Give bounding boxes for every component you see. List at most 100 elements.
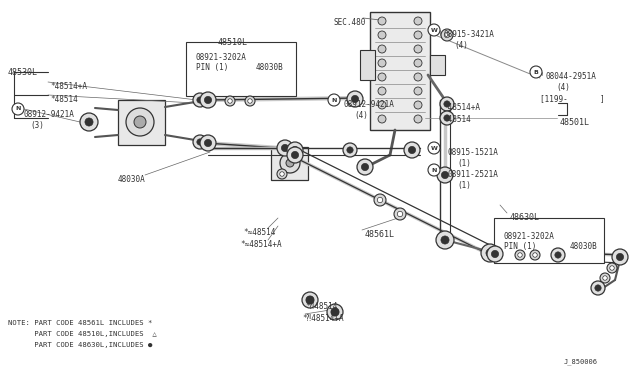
Circle shape xyxy=(287,142,303,158)
Text: *48514+A: *48514+A xyxy=(50,82,87,91)
Text: SEC.480: SEC.480 xyxy=(333,18,365,27)
Text: *48514: *48514 xyxy=(50,95,77,104)
Text: *≈48514: *≈48514 xyxy=(243,228,275,237)
Circle shape xyxy=(414,87,422,95)
Text: *≈48514+A: *≈48514+A xyxy=(240,240,282,249)
Circle shape xyxy=(441,236,449,244)
Circle shape xyxy=(197,139,203,145)
Circle shape xyxy=(328,94,340,106)
Text: NOTE: PART CODE 48561L INCLUDES *: NOTE: PART CODE 48561L INCLUDES * xyxy=(8,320,152,326)
Text: (3): (3) xyxy=(30,121,44,130)
Text: [1199-       ]: [1199- ] xyxy=(540,94,605,103)
Circle shape xyxy=(404,142,420,158)
Text: 08921-3202A: 08921-3202A xyxy=(504,232,555,241)
Circle shape xyxy=(532,253,537,257)
Circle shape xyxy=(616,253,623,261)
Circle shape xyxy=(200,135,216,151)
Circle shape xyxy=(378,197,383,203)
Circle shape xyxy=(436,231,454,249)
Circle shape xyxy=(302,292,318,308)
Circle shape xyxy=(374,194,386,206)
Circle shape xyxy=(408,147,415,154)
Text: 48030B: 48030B xyxy=(256,63,284,72)
Circle shape xyxy=(607,263,617,273)
Circle shape xyxy=(487,246,503,262)
Circle shape xyxy=(486,249,494,257)
Text: *48514: *48514 xyxy=(443,115,471,124)
Circle shape xyxy=(441,29,453,41)
Text: 08912-9421A: 08912-9421A xyxy=(344,100,395,109)
Text: *48514+A: *48514+A xyxy=(443,103,480,112)
Circle shape xyxy=(428,24,440,36)
Circle shape xyxy=(444,32,450,38)
Circle shape xyxy=(307,296,314,304)
Text: 48561L: 48561L xyxy=(365,230,395,239)
Circle shape xyxy=(394,208,406,220)
Text: W: W xyxy=(431,28,437,32)
Circle shape xyxy=(551,248,565,262)
Circle shape xyxy=(280,172,284,176)
Circle shape xyxy=(248,99,252,103)
Text: (4): (4) xyxy=(354,111,368,120)
Circle shape xyxy=(85,118,93,126)
Circle shape xyxy=(343,143,357,157)
Circle shape xyxy=(331,308,339,316)
Circle shape xyxy=(428,142,440,154)
Circle shape xyxy=(282,144,289,152)
Circle shape xyxy=(291,151,299,158)
Text: 08915-3421A: 08915-3421A xyxy=(444,30,495,39)
Circle shape xyxy=(610,266,614,270)
Circle shape xyxy=(351,95,358,103)
Circle shape xyxy=(414,45,422,53)
Circle shape xyxy=(414,115,422,123)
Circle shape xyxy=(414,101,422,109)
Bar xyxy=(360,50,375,80)
Circle shape xyxy=(306,296,314,304)
Bar xyxy=(271,147,308,180)
Text: PIN (1): PIN (1) xyxy=(196,63,228,72)
Circle shape xyxy=(591,281,605,295)
Circle shape xyxy=(291,147,299,154)
Text: *⁈48514+A: *⁈48514+A xyxy=(302,314,344,323)
Circle shape xyxy=(126,108,154,136)
Circle shape xyxy=(134,116,146,128)
Text: 48630L: 48630L xyxy=(510,213,540,222)
Circle shape xyxy=(327,304,343,320)
Circle shape xyxy=(378,17,386,25)
Circle shape xyxy=(378,73,386,81)
Text: (1): (1) xyxy=(457,159,471,168)
Bar xyxy=(370,12,430,130)
Circle shape xyxy=(378,45,386,53)
Circle shape xyxy=(481,244,499,262)
Circle shape xyxy=(200,92,216,108)
Circle shape xyxy=(225,96,235,106)
Text: N: N xyxy=(15,106,20,112)
Circle shape xyxy=(414,59,422,67)
Circle shape xyxy=(530,250,540,260)
Circle shape xyxy=(347,147,353,153)
Text: N: N xyxy=(431,167,436,173)
Text: (4): (4) xyxy=(556,83,570,92)
Bar xyxy=(430,55,445,75)
Text: *⁈48514: *⁈48514 xyxy=(305,302,337,311)
Circle shape xyxy=(397,211,403,217)
Text: 08911-2521A: 08911-2521A xyxy=(447,170,498,179)
Circle shape xyxy=(332,308,339,315)
Circle shape xyxy=(414,73,422,81)
Circle shape xyxy=(518,253,522,257)
Circle shape xyxy=(357,159,373,175)
Text: W: W xyxy=(431,145,437,151)
Text: (1): (1) xyxy=(457,181,471,190)
Bar xyxy=(186,42,296,96)
Circle shape xyxy=(612,249,628,265)
Circle shape xyxy=(442,171,449,179)
Text: 48030B: 48030B xyxy=(570,242,598,251)
Circle shape xyxy=(280,153,300,173)
Circle shape xyxy=(378,59,386,67)
Text: 48030A: 48030A xyxy=(118,175,146,184)
Circle shape xyxy=(193,93,207,107)
Text: 08044-2951A: 08044-2951A xyxy=(546,72,597,81)
Circle shape xyxy=(444,115,450,121)
Text: PART CODE 48510L,INCLUDES  △: PART CODE 48510L,INCLUDES △ xyxy=(8,331,157,337)
Circle shape xyxy=(603,276,607,280)
